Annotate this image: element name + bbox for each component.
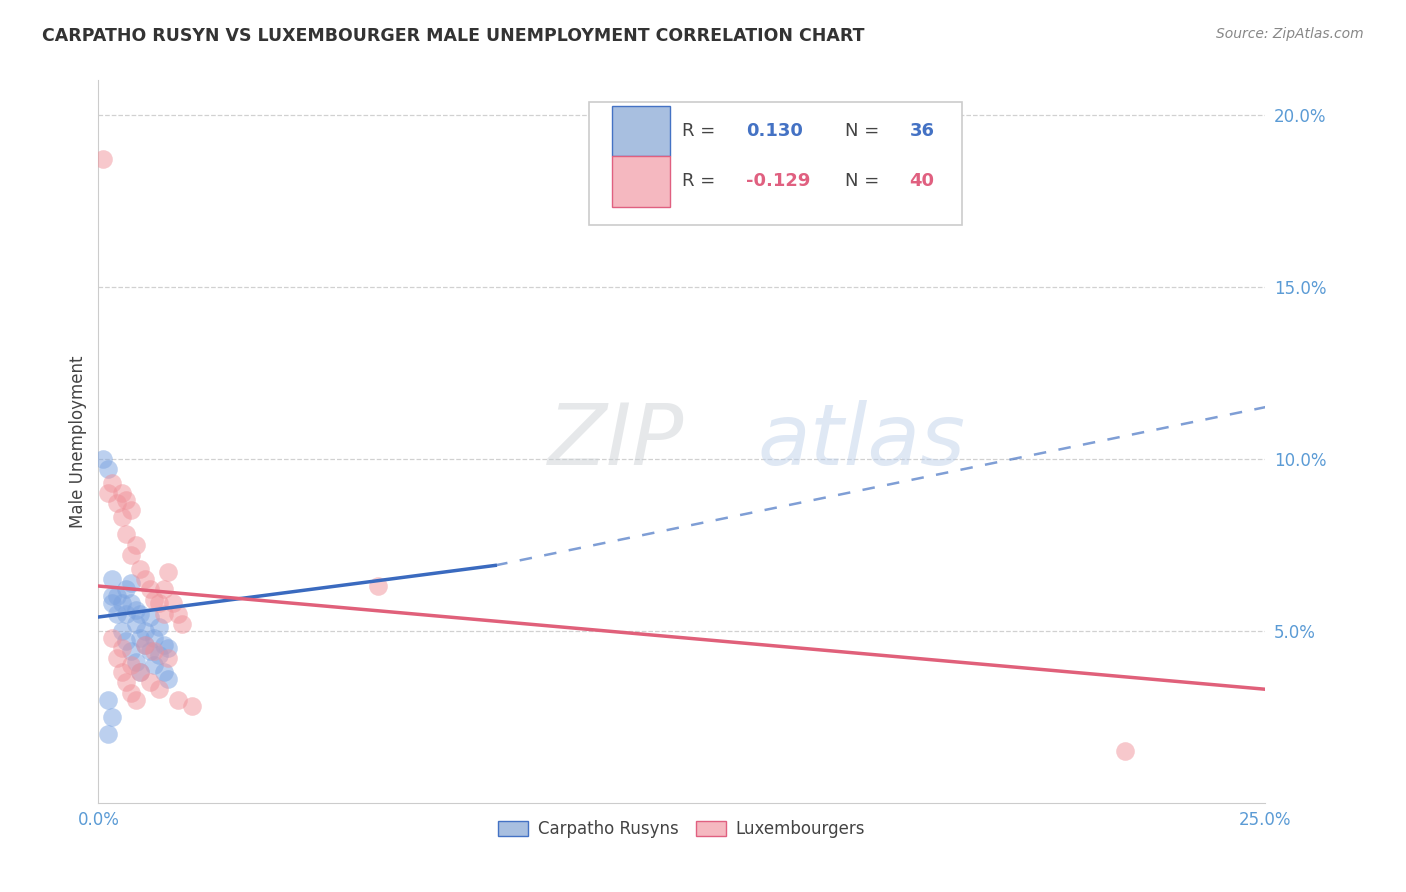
Point <box>152 665 174 679</box>
Point <box>120 596 142 610</box>
Text: atlas: atlas <box>758 400 966 483</box>
Point <box>148 682 170 697</box>
Point <box>139 675 162 690</box>
Point <box>157 651 180 665</box>
Point <box>157 672 180 686</box>
Text: -0.129: -0.129 <box>747 172 810 190</box>
Point <box>101 572 124 586</box>
Text: 36: 36 <box>910 122 935 140</box>
Point <box>101 590 124 604</box>
Point <box>97 692 120 706</box>
Point <box>105 607 128 621</box>
Point <box>152 638 174 652</box>
Point <box>91 451 114 466</box>
Point <box>1114 744 1136 758</box>
Point <box>148 596 170 610</box>
Point <box>166 692 188 706</box>
Point <box>134 638 156 652</box>
Point <box>101 475 124 490</box>
Point <box>91 153 114 167</box>
Text: N =: N = <box>845 122 886 140</box>
Point <box>111 510 134 524</box>
Point <box>139 582 162 597</box>
Text: 0.130: 0.130 <box>747 122 803 140</box>
Point <box>115 527 138 541</box>
Point <box>143 592 166 607</box>
Point <box>129 631 152 645</box>
Text: 40: 40 <box>910 172 935 190</box>
Point <box>105 496 128 510</box>
Bar <box>612 156 671 207</box>
Point <box>111 486 134 500</box>
Point <box>129 607 152 621</box>
Point <box>101 596 124 610</box>
Bar <box>612 105 671 156</box>
Point <box>134 638 156 652</box>
Point <box>139 610 162 624</box>
Point <box>120 644 142 658</box>
Point <box>120 503 142 517</box>
Point <box>125 692 148 706</box>
Point <box>134 624 156 638</box>
Point <box>134 572 156 586</box>
Text: R =: R = <box>682 122 721 140</box>
Point <box>129 665 152 679</box>
Point <box>162 596 184 610</box>
Point <box>125 603 148 617</box>
Point <box>143 644 166 658</box>
Point <box>115 493 138 508</box>
Point <box>148 648 170 662</box>
Y-axis label: Male Unemployment: Male Unemployment <box>69 355 87 528</box>
Text: N =: N = <box>845 172 886 190</box>
Legend: Carpatho Rusyns, Luxembourgers: Carpatho Rusyns, Luxembourgers <box>492 814 872 845</box>
Point <box>152 607 174 621</box>
Point <box>97 462 120 476</box>
Point <box>120 575 142 590</box>
Point <box>115 634 138 648</box>
Point <box>125 655 148 669</box>
Point <box>180 699 202 714</box>
Point <box>101 710 124 724</box>
Point <box>105 590 128 604</box>
FancyBboxPatch shape <box>589 102 962 225</box>
Point <box>172 616 194 631</box>
Point <box>97 727 120 741</box>
Point <box>152 582 174 597</box>
Point <box>120 548 142 562</box>
Text: CARPATHO RUSYN VS LUXEMBOURGER MALE UNEMPLOYMENT CORRELATION CHART: CARPATHO RUSYN VS LUXEMBOURGER MALE UNEM… <box>42 27 865 45</box>
Point <box>129 665 152 679</box>
Text: ZIP: ZIP <box>548 400 683 483</box>
Text: Source: ZipAtlas.com: Source: ZipAtlas.com <box>1216 27 1364 41</box>
Point <box>111 596 134 610</box>
Point <box>129 562 152 576</box>
Text: R =: R = <box>682 172 721 190</box>
Point <box>120 686 142 700</box>
Point <box>139 644 162 658</box>
Point <box>105 651 128 665</box>
Point <box>115 582 138 597</box>
Point <box>101 631 124 645</box>
Point <box>120 658 142 673</box>
Point <box>125 538 148 552</box>
Point <box>115 607 138 621</box>
Point <box>115 675 138 690</box>
Point <box>143 631 166 645</box>
Point <box>111 624 134 638</box>
Point <box>367 579 389 593</box>
Point <box>111 640 134 655</box>
Point <box>157 640 180 655</box>
Point <box>97 486 120 500</box>
Point <box>148 620 170 634</box>
Point <box>143 658 166 673</box>
Point <box>111 665 134 679</box>
Point <box>157 566 180 580</box>
Point <box>166 607 188 621</box>
Point <box>125 616 148 631</box>
